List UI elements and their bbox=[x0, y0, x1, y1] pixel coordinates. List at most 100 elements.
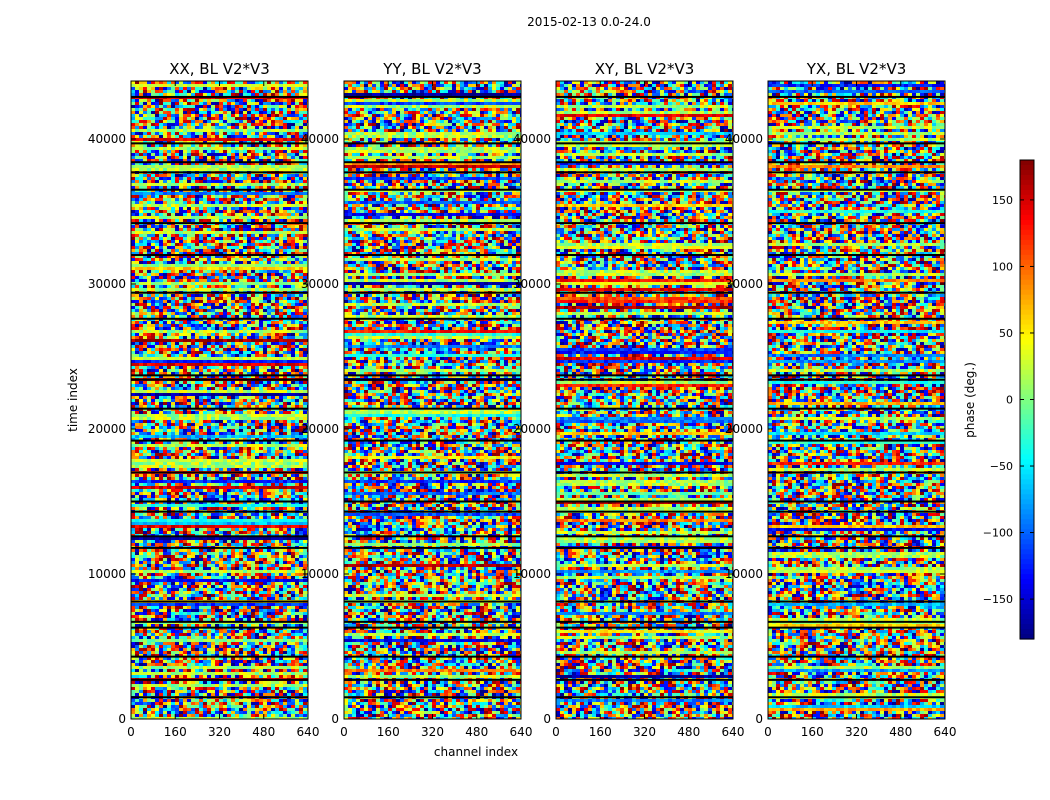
colorbar-segment bbox=[1020, 184, 1034, 191]
y-tick-label: 40000 bbox=[88, 132, 126, 146]
colorbar-segment bbox=[1020, 524, 1034, 530]
x-tick-label: 160 bbox=[164, 725, 187, 739]
y-tick-label: 0 bbox=[331, 712, 339, 726]
colorbar-tick-label: −50 bbox=[990, 460, 1013, 473]
colorbar-segment bbox=[1020, 484, 1034, 490]
panel-title: YY, BL V2*V3 bbox=[382, 60, 481, 78]
colorbar-segment bbox=[1020, 189, 1034, 196]
colorbar-segment bbox=[1020, 474, 1034, 480]
colorbar-segment bbox=[1020, 594, 1034, 600]
colorbar-segment bbox=[1020, 174, 1034, 181]
colorbar-segment bbox=[1020, 424, 1034, 431]
panel-yy: YY, BL V2*V3 0 160 320 480 640 0 10000 20000 3000… bbox=[301, 60, 533, 739]
x-tick-label: 160 bbox=[589, 725, 612, 739]
x-tick-label: 320 bbox=[845, 725, 868, 739]
colorbar-segment bbox=[1020, 284, 1034, 291]
colorbar-segment bbox=[1020, 599, 1034, 605]
panel-title: XX, BL V2*V3 bbox=[169, 60, 270, 78]
panel-xx: XX, BL V2*V3 0 160 320 480 640 0 10000 20000 3000… bbox=[88, 60, 320, 739]
x-axis-label: channel index bbox=[434, 745, 518, 759]
colorbar-segment bbox=[1020, 624, 1034, 630]
colorbar-segment bbox=[1020, 384, 1034, 391]
colorbar-segment bbox=[1020, 574, 1034, 580]
colorbar-segment bbox=[1020, 269, 1034, 276]
colorbar-segment bbox=[1020, 209, 1034, 216]
x-tick-label: 0 bbox=[340, 725, 348, 739]
colorbar-segment bbox=[1020, 419, 1034, 426]
colorbar-segment bbox=[1020, 414, 1034, 421]
colorbar-segment bbox=[1020, 504, 1034, 510]
x-tick-label: 480 bbox=[889, 725, 912, 739]
colorbar-tick-label: 50 bbox=[999, 327, 1013, 340]
figure-suptitle: 2015-02-13 0.0-24.0 bbox=[527, 15, 651, 29]
colorbar-segment bbox=[1020, 434, 1034, 441]
colorbar-segment bbox=[1020, 244, 1034, 251]
colorbar-segment bbox=[1020, 629, 1034, 635]
colorbar-segment bbox=[1020, 324, 1034, 331]
colorbar-segment bbox=[1020, 249, 1034, 256]
x-tick-label: 640 bbox=[510, 725, 533, 739]
colorbar-tick-label: −100 bbox=[983, 527, 1013, 540]
colorbar-segment bbox=[1020, 314, 1034, 321]
colorbar-segment bbox=[1020, 259, 1034, 266]
colorbar-segment bbox=[1020, 404, 1034, 411]
colorbar-segment bbox=[1020, 439, 1034, 446]
phase-heatmap-yy bbox=[344, 81, 521, 719]
x-tick-label: 0 bbox=[552, 725, 560, 739]
colorbar-segment bbox=[1020, 609, 1034, 615]
y-tick-label: 0 bbox=[755, 712, 763, 726]
colorbar-segment bbox=[1020, 219, 1034, 226]
colorbar-segment bbox=[1020, 394, 1034, 401]
colorbar-segment bbox=[1020, 224, 1034, 231]
y-tick-label: 30000 bbox=[301, 277, 339, 291]
colorbar-segment bbox=[1020, 549, 1034, 555]
colorbar-segment bbox=[1020, 469, 1034, 475]
colorbar-segment bbox=[1020, 374, 1034, 381]
y-tick-label: 30000 bbox=[88, 277, 126, 291]
colorbar-segment bbox=[1020, 289, 1034, 296]
colorbar-segment bbox=[1020, 369, 1034, 376]
colorbar-segment bbox=[1020, 449, 1034, 455]
colorbar-segment bbox=[1020, 179, 1034, 186]
y-tick-label: 10000 bbox=[88, 567, 126, 581]
x-tick-label: 480 bbox=[677, 725, 700, 739]
y-tick-label: 20000 bbox=[88, 422, 126, 436]
colorbar-segment bbox=[1020, 604, 1034, 610]
colorbar-segment bbox=[1020, 584, 1034, 590]
colorbar-segment bbox=[1020, 429, 1034, 436]
y-tick-label: 0 bbox=[118, 712, 126, 726]
colorbar-segment bbox=[1020, 499, 1034, 505]
colorbar-segment bbox=[1020, 554, 1034, 560]
x-tick-label: 320 bbox=[421, 725, 444, 739]
x-tick-label: 640 bbox=[297, 725, 320, 739]
colorbar: −150 −100 −50 0 50 100 150 phase (deg.) bbox=[963, 159, 1035, 640]
colorbar-segment bbox=[1020, 239, 1034, 246]
x-tick-label: 320 bbox=[633, 725, 656, 739]
colorbar-segment bbox=[1020, 319, 1034, 326]
colorbar-segment bbox=[1020, 389, 1034, 396]
colorbar-segment bbox=[1020, 459, 1034, 465]
y-tick-label: 0 bbox=[543, 712, 551, 726]
colorbar-segment bbox=[1020, 164, 1034, 171]
panel-title: YX, BL V2*V3 bbox=[806, 60, 907, 78]
colorbar-segment bbox=[1020, 559, 1034, 565]
y-tick-label: 30000 bbox=[725, 277, 763, 291]
colorbar-segment bbox=[1020, 569, 1034, 575]
y-tick-label: 10000 bbox=[513, 567, 551, 581]
y-tick-label: 40000 bbox=[301, 132, 339, 146]
colorbar-segment bbox=[1020, 304, 1034, 311]
colorbar-segment bbox=[1020, 534, 1034, 540]
colorbar-segment bbox=[1020, 494, 1034, 500]
colorbar-segment bbox=[1020, 514, 1034, 520]
colorbar-segment bbox=[1020, 399, 1034, 406]
x-tick-label: 160 bbox=[377, 725, 400, 739]
colorbar-segment bbox=[1020, 309, 1034, 316]
panels: XX, BL V2*V3 0 160 320 480 640 0 10000 20000 3000… bbox=[88, 60, 957, 739]
y-tick-label: 40000 bbox=[725, 132, 763, 146]
colorbar-segment bbox=[1020, 214, 1034, 221]
colorbar-segment bbox=[1020, 489, 1034, 495]
colorbar-segment bbox=[1020, 619, 1034, 625]
colorbar-segment bbox=[1020, 274, 1034, 281]
colorbar-segment bbox=[1020, 579, 1034, 585]
